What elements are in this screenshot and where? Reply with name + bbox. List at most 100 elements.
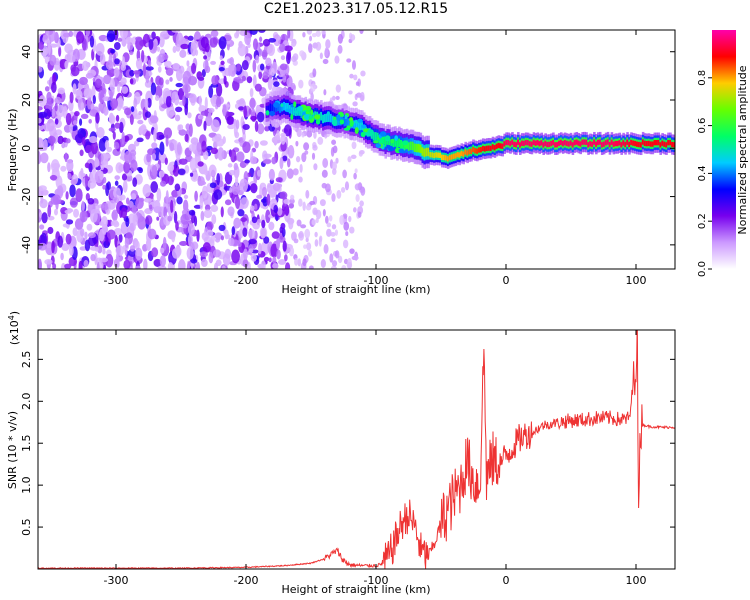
ridge-cell — [388, 136, 391, 146]
noise-speck — [159, 247, 165, 254]
ridge-cell — [573, 140, 577, 146]
colorbar-tick-label: 0.2 — [697, 213, 708, 229]
noise-speck — [349, 73, 354, 79]
ridge-cell — [431, 152, 434, 158]
ridge-spot — [380, 131, 387, 137]
noise-speck — [167, 262, 174, 269]
ridge-cell — [632, 140, 635, 146]
ridge-cell — [593, 139, 596, 145]
noise-speck — [248, 108, 252, 115]
ridge-cell — [308, 110, 311, 119]
noise-speck — [249, 156, 258, 165]
ridge-spot — [285, 108, 292, 113]
noise-speck — [242, 259, 249, 268]
ridge-cell — [269, 103, 272, 113]
noise-speck — [151, 31, 156, 40]
noise-speck — [68, 245, 74, 257]
noise-speck — [143, 258, 148, 269]
noise-speck — [359, 30, 364, 35]
noise-speck — [203, 150, 209, 160]
noise-speck — [132, 177, 138, 188]
noise-speck — [64, 43, 73, 54]
noise-speck — [208, 164, 217, 177]
ridge-cell — [538, 141, 542, 147]
noise-speck — [47, 204, 52, 218]
ridge-cell — [610, 139, 614, 145]
ridge-cell — [606, 139, 610, 145]
noise-speck — [109, 90, 113, 102]
noise-speck — [158, 134, 165, 140]
noise-speck — [209, 37, 218, 48]
ridge-cell — [671, 141, 674, 148]
noise-speck — [160, 180, 167, 187]
noise-speck — [172, 62, 180, 70]
noise-speck — [138, 167, 143, 174]
ridge-cell — [458, 152, 462, 158]
noise-speck — [61, 142, 66, 149]
ridge-spot — [360, 131, 366, 138]
noise-speck — [331, 139, 337, 145]
spectrogram-y-label: Frequency (Hz) — [6, 109, 19, 192]
noise-speck — [286, 52, 291, 65]
noise-speck — [284, 204, 290, 216]
noise-speck — [147, 228, 157, 240]
noise-speck — [196, 141, 202, 153]
noise-speck — [118, 233, 123, 243]
ridge-cell — [462, 151, 465, 157]
snr-panel: -300 -200 -100 0 100 0.5 1.0 1.5 2.0 2.5 Height … — [6, 311, 676, 596]
noise-speck — [288, 219, 294, 230]
noise-speck — [208, 85, 214, 98]
noise-speck — [50, 159, 60, 173]
ridge-spot — [373, 140, 379, 144]
ridge-cell — [583, 139, 586, 145]
noise-speck — [325, 39, 331, 49]
noise-speck — [44, 259, 53, 265]
noise-speck — [180, 38, 190, 45]
ridge-cell — [579, 141, 582, 147]
noise-speck — [234, 131, 240, 139]
noise-speck — [203, 168, 208, 176]
noise-speck — [261, 227, 267, 239]
noise-speck — [191, 62, 197, 74]
noise-speck — [337, 33, 343, 44]
snr-y-axis: 0.5 1.0 1.5 2.0 2.5 — [20, 351, 675, 536]
ridge-cell — [626, 139, 629, 145]
noise-speck — [85, 72, 94, 79]
noise-speck — [74, 110, 80, 117]
noise-speck — [95, 112, 100, 124]
ridge-cell — [548, 141, 551, 148]
ridge-cell — [359, 122, 362, 131]
noise-speck — [331, 95, 336, 101]
noise-speck — [80, 228, 85, 237]
noise-speck — [279, 63, 288, 71]
ridge-cell — [620, 142, 623, 148]
noise-speck — [157, 65, 162, 73]
noise-speck — [197, 180, 207, 186]
noise-speck — [106, 30, 116, 43]
noise-speck — [303, 244, 307, 249]
noise-speck — [74, 218, 84, 230]
ridge-cell — [421, 147, 425, 156]
noise-speck — [49, 174, 58, 181]
noise-speck — [258, 71, 263, 80]
noise-speck — [107, 200, 116, 210]
noise-speck — [204, 65, 211, 74]
noise-speck — [263, 236, 270, 244]
noise-speck — [252, 38, 259, 51]
noise-speck — [233, 217, 241, 229]
noise-speck — [308, 265, 314, 269]
noise-speck — [188, 209, 196, 216]
noise-speck — [260, 260, 266, 269]
noise-speck — [182, 94, 186, 107]
noise-speck — [315, 41, 322, 51]
ridge-spot — [354, 127, 359, 134]
noise-speck — [133, 140, 140, 147]
noise-speck — [169, 111, 176, 116]
noise-speck — [38, 258, 42, 269]
noise-speck — [283, 124, 292, 137]
noise-speck — [72, 227, 78, 237]
ridge-cell — [487, 145, 491, 151]
ridge-cell — [417, 143, 421, 153]
noise-speck — [100, 202, 109, 211]
ridge-spot — [384, 135, 391, 142]
